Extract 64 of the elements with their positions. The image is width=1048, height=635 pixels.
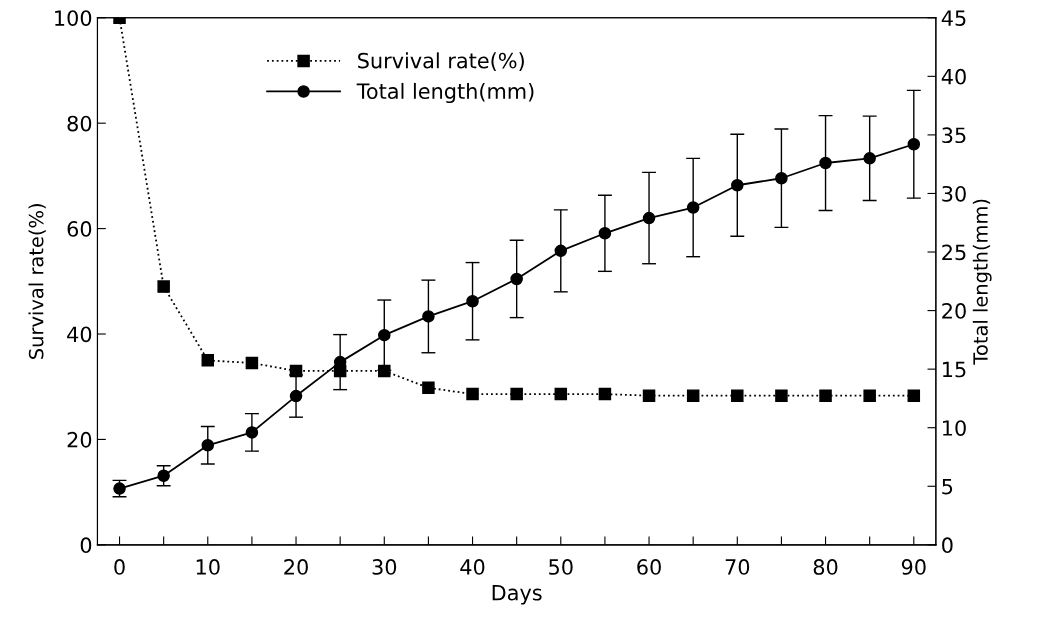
point (686, 389, 700, 402)
point (642, 389, 656, 402)
point (598, 227, 612, 240)
y-tick-label: 40 (67, 326, 92, 343)
x-tick-label: 70 (725, 559, 750, 575)
point (422, 310, 435, 323)
point (819, 389, 832, 402)
y-tick-label: 20 (67, 431, 92, 448)
point (245, 356, 259, 370)
point (775, 171, 788, 185)
y-axis-title: Survival rate(%) (28, 204, 46, 359)
y-tick-label: 0 (80, 537, 92, 554)
x-tick-label: 30 (372, 559, 397, 575)
point (378, 364, 391, 378)
y2-tick-label: 30 (942, 185, 966, 202)
x-tick-label: 10 (196, 559, 220, 575)
point (201, 439, 215, 452)
point (289, 389, 303, 403)
point (863, 389, 876, 402)
point (466, 294, 479, 308)
point (510, 387, 523, 401)
point (731, 179, 744, 192)
legend-label: Survival rate(%) (358, 52, 524, 71)
x-tick-label: 60 (637, 559, 661, 575)
point (686, 201, 700, 214)
point (245, 426, 259, 439)
y2-tick-label: 20 (942, 303, 966, 319)
y2-tick-label: 10 (943, 420, 966, 436)
y-tick-label: 80 (67, 115, 92, 132)
legend-label: Total length(mm) (356, 82, 534, 104)
y2-tick-label: 45 (941, 10, 966, 26)
y2-tick-label: 40 (941, 68, 966, 85)
point (907, 138, 921, 151)
x-tick-label: 90 (901, 559, 926, 575)
point (819, 156, 832, 170)
y2-axis-title: Total length(mm) (972, 199, 992, 365)
x-axis-title: Days (492, 585, 542, 605)
point (907, 389, 921, 402)
point (863, 152, 876, 165)
x-tick-label: 20 (284, 559, 308, 575)
y-tick-label: 60 (67, 221, 92, 237)
y2-tick-label: 0 (942, 537, 953, 554)
x-tick-label: 80 (813, 559, 838, 575)
y-tick-label: 100 (55, 10, 92, 26)
point (554, 244, 568, 258)
point (157, 469, 170, 482)
point (378, 328, 391, 342)
x-tick-label: 0 (114, 559, 125, 575)
y2-tick-label: 15 (943, 361, 966, 378)
point (157, 280, 170, 293)
point (510, 272, 523, 286)
point (731, 389, 744, 402)
x-tick-label: 40 (460, 559, 485, 575)
y2-tick-label: 25 (942, 244, 966, 261)
point (642, 211, 656, 225)
point (554, 387, 568, 401)
y2-tick-label: 35 (942, 127, 966, 144)
point (466, 387, 479, 401)
y2-tick-label: 5 (942, 479, 953, 495)
point (422, 381, 435, 395)
point (598, 387, 612, 401)
point (201, 354, 215, 367)
point (775, 389, 788, 402)
x-tick-label: 50 (549, 559, 573, 575)
